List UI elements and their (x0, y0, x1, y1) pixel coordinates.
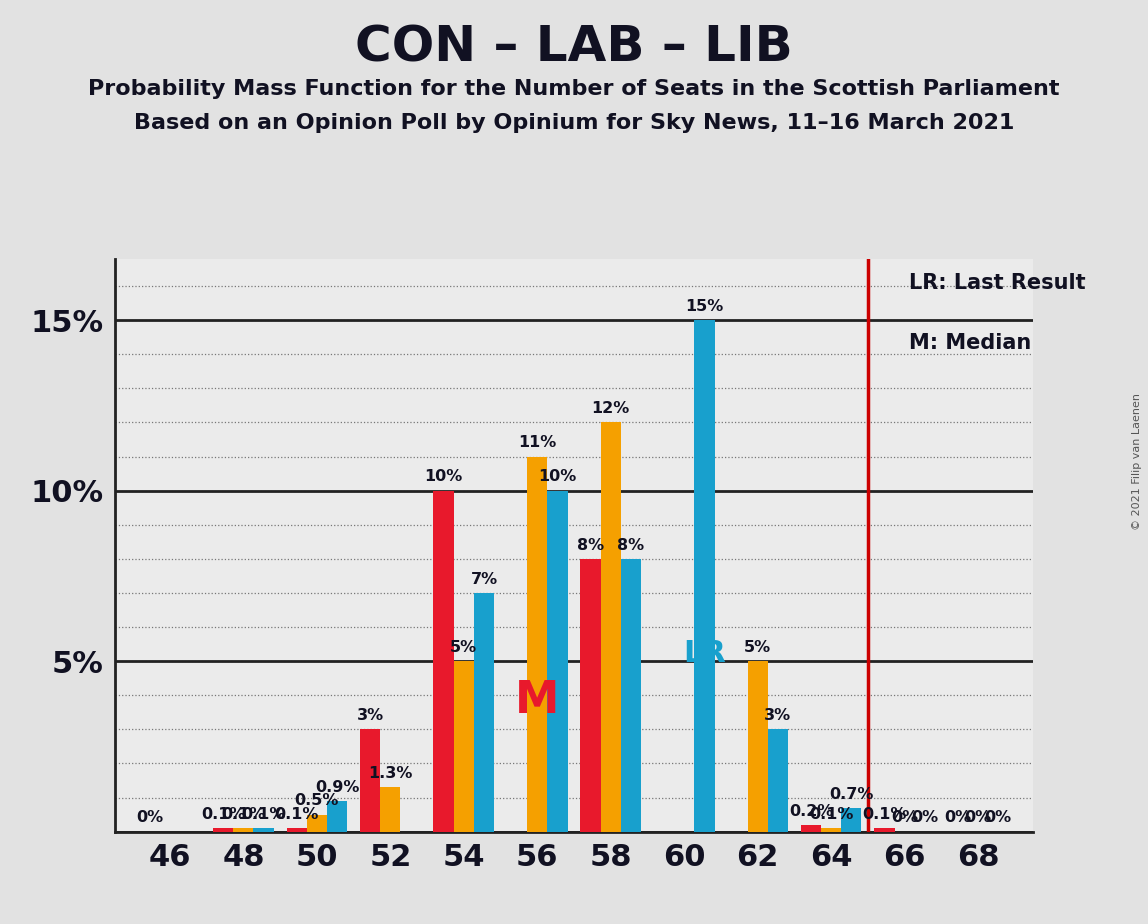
Bar (621, 559, 641, 832)
Bar (821, 828, 841, 832)
Bar (875, 828, 894, 832)
Bar (841, 808, 861, 832)
Text: 15%: 15% (685, 299, 723, 314)
Text: 0.2%: 0.2% (789, 804, 833, 819)
Text: 1.3%: 1.3% (369, 766, 412, 781)
Bar (233, 828, 254, 832)
Text: 10%: 10% (425, 469, 463, 484)
Text: 5%: 5% (450, 640, 478, 655)
Text: 0%: 0% (964, 810, 992, 825)
Text: 8%: 8% (577, 538, 604, 553)
Text: 0.1%: 0.1% (201, 807, 246, 822)
Text: LR: LR (683, 638, 726, 668)
Text: M: M (515, 679, 559, 723)
Text: 3%: 3% (765, 708, 791, 723)
Text: 0.9%: 0.9% (315, 780, 359, 795)
Text: 5%: 5% (744, 640, 771, 655)
Text: 0.5%: 0.5% (295, 794, 339, 808)
Bar (360, 729, 380, 832)
Text: 0.1%: 0.1% (809, 807, 853, 822)
Text: 0.1%: 0.1% (274, 807, 319, 822)
Text: 0.1%: 0.1% (222, 807, 265, 822)
Bar (434, 491, 453, 832)
Text: 0.1%: 0.1% (862, 807, 907, 822)
Bar (307, 815, 327, 832)
Bar (581, 559, 600, 832)
Text: M: Median: M: Median (909, 334, 1031, 353)
Text: LR: Last Result: LR: Last Result (909, 274, 1086, 293)
Text: 10%: 10% (538, 469, 576, 484)
Bar (548, 491, 567, 832)
Text: 0%: 0% (891, 810, 918, 825)
Bar (600, 422, 621, 832)
Text: 8%: 8% (618, 538, 644, 553)
Bar (695, 320, 714, 832)
Bar (453, 661, 474, 832)
Text: 0.7%: 0.7% (829, 786, 874, 802)
Text: Probability Mass Function for the Number of Seats in the Scottish Parliament: Probability Mass Function for the Number… (88, 79, 1060, 99)
Bar (474, 593, 494, 832)
Text: 0%: 0% (137, 810, 163, 825)
Bar (254, 828, 273, 832)
Text: 0%: 0% (945, 810, 971, 825)
Bar (380, 787, 401, 832)
Bar (287, 828, 307, 832)
Bar (527, 456, 548, 832)
Bar (327, 801, 347, 832)
Text: 0%: 0% (912, 810, 938, 825)
Text: 0%: 0% (985, 810, 1011, 825)
Bar (214, 828, 233, 832)
Text: CON – LAB – LIB: CON – LAB – LIB (355, 23, 793, 71)
Bar (768, 729, 788, 832)
Text: © 2021 Filip van Laenen: © 2021 Filip van Laenen (1132, 394, 1142, 530)
Text: 12%: 12% (591, 401, 630, 416)
Text: Based on an Opinion Poll by Opinium for Sky News, 11–16 March 2021: Based on an Opinion Poll by Opinium for … (134, 113, 1014, 133)
Bar (801, 825, 821, 832)
Text: 3%: 3% (357, 708, 383, 723)
Text: 0.1%: 0.1% (241, 807, 286, 822)
Bar (747, 661, 768, 832)
Text: 11%: 11% (518, 435, 557, 450)
Text: 7%: 7% (471, 572, 497, 587)
